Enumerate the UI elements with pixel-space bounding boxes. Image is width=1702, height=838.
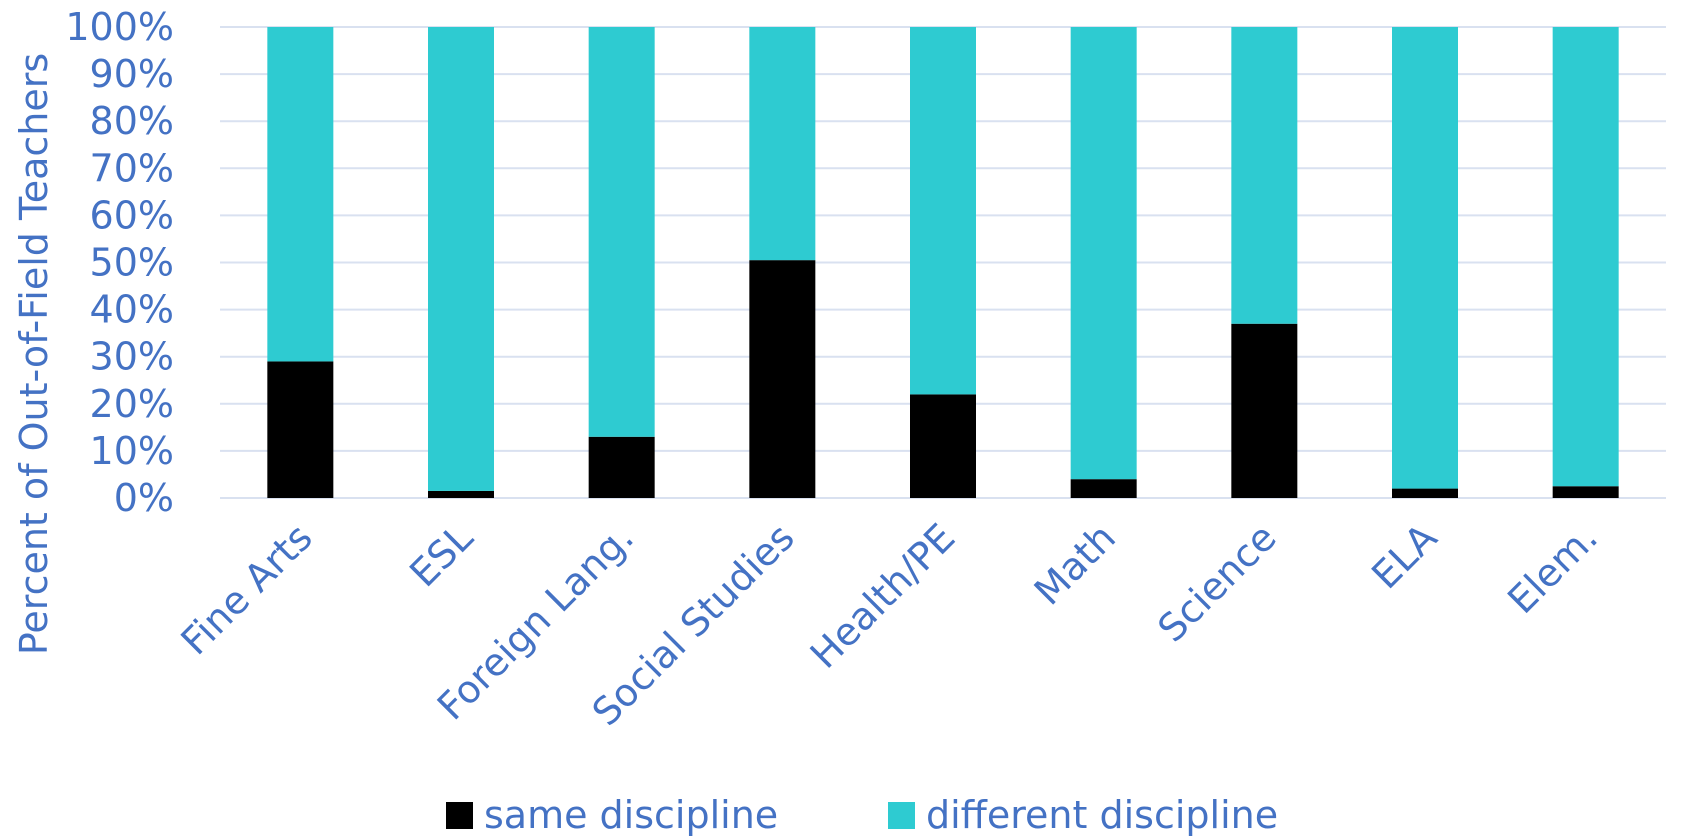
bar-different-elem xyxy=(1552,27,1619,487)
legend-item-different[interactable]: different discipline xyxy=(888,793,1278,837)
legend-label: same discipline xyxy=(484,793,778,837)
bar-different-science xyxy=(1231,27,1298,324)
y-tick-label: 50% xyxy=(90,241,174,285)
bar-different-fine-arts xyxy=(267,27,334,362)
bar-same-math xyxy=(1070,479,1137,498)
bar-same-elem xyxy=(1552,486,1619,498)
legend-item-same[interactable]: same discipline xyxy=(446,793,778,837)
bar-same-health-pe xyxy=(910,394,976,498)
x-tick-label: ESL xyxy=(401,515,481,595)
bar-same-esl xyxy=(428,490,494,498)
bar-different-esl xyxy=(428,27,494,491)
bar-different-foreign-lang xyxy=(588,27,655,437)
y-tick-label: 10% xyxy=(90,429,174,473)
y-tick-label: 90% xyxy=(90,52,174,96)
bar-same-fine-arts xyxy=(267,361,334,498)
bar-different-math xyxy=(1070,27,1137,480)
legend-swatch xyxy=(446,802,473,829)
y-axis-ticks: 0%10%20%30%40%50%60%70%80%90%100% xyxy=(65,5,174,520)
y-axis-title: Percent of Out-of-Field Teachers xyxy=(12,53,56,655)
bar-different-ela xyxy=(1392,27,1458,489)
bar-same-ela xyxy=(1392,488,1458,498)
bar-different-social-studies xyxy=(749,27,816,261)
x-tick-label: Fine Arts xyxy=(173,515,321,663)
bar-same-foreign-lang xyxy=(588,436,655,498)
x-tick-label: Health/PE xyxy=(802,515,964,677)
y-tick-label: 80% xyxy=(90,99,174,143)
y-tick-label: 100% xyxy=(65,5,174,49)
legend-swatch xyxy=(888,802,915,829)
bar-same-social-studies xyxy=(749,260,816,498)
y-tick-label: 20% xyxy=(90,382,174,426)
bar-same-science xyxy=(1231,323,1298,498)
y-tick-label: 40% xyxy=(90,288,174,332)
x-tick-label: Elem. xyxy=(1499,515,1606,622)
bars xyxy=(267,27,1619,498)
x-tick-label: ELA xyxy=(1363,515,1445,597)
y-tick-label: 60% xyxy=(90,193,174,237)
x-tick-label: Science xyxy=(1149,515,1284,650)
legend-label: different discipline xyxy=(926,793,1278,837)
legend[interactable]: same discipline different discipline xyxy=(446,793,1278,837)
x-tick-label: Math xyxy=(1026,515,1124,613)
y-tick-label: 30% xyxy=(90,335,174,379)
y-tick-label: 0% xyxy=(114,476,174,520)
bar-different-health-pe xyxy=(910,27,976,395)
y-tick-label: 70% xyxy=(90,146,174,190)
